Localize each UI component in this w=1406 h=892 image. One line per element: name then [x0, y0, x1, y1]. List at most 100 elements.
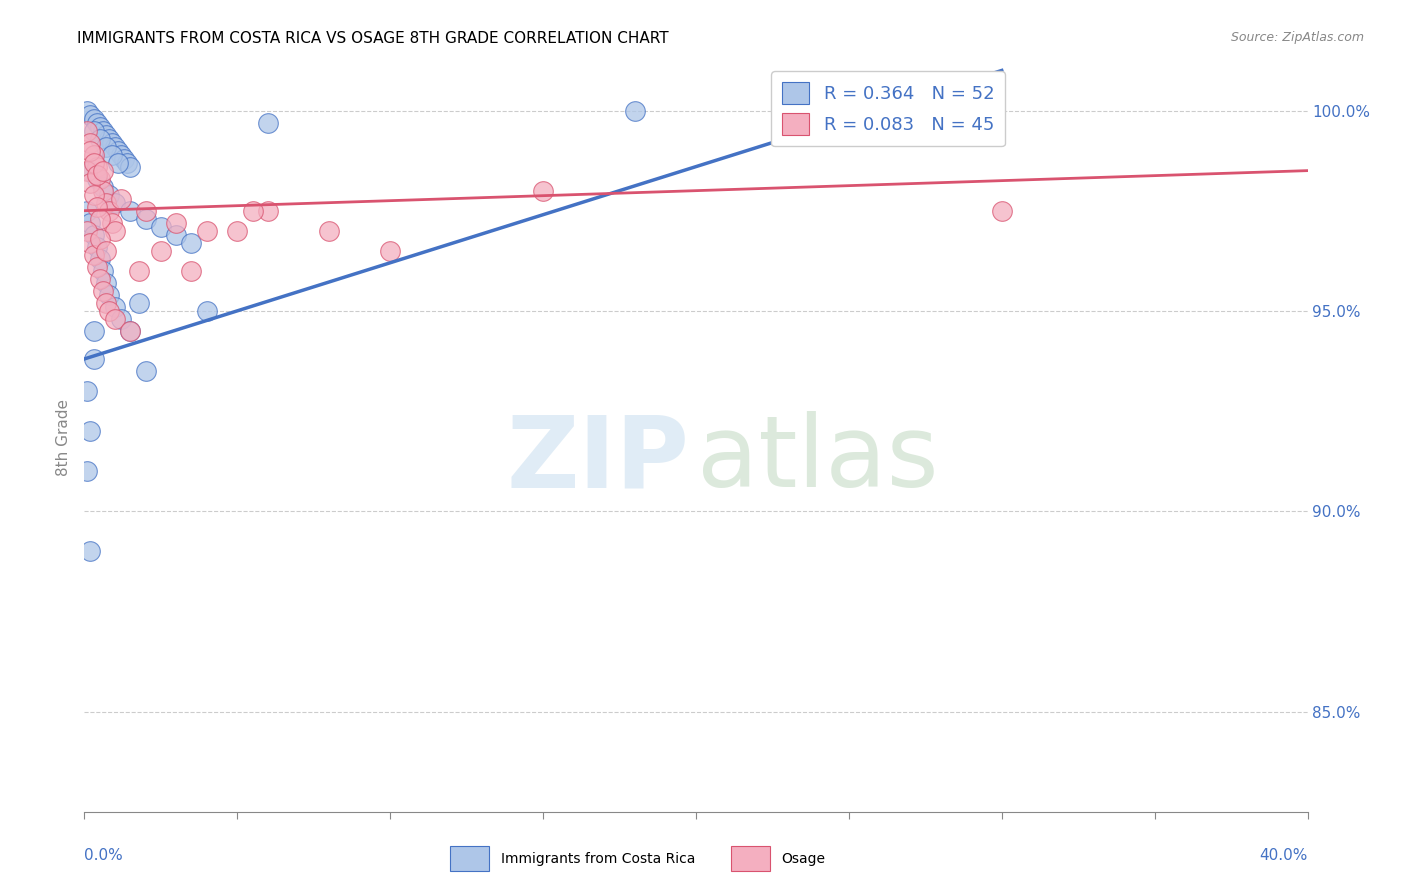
Point	[380, 244, 402, 258]
Point	[101, 136, 124, 150]
Point	[79, 176, 101, 190]
Point	[76, 123, 98, 137]
Point	[128, 264, 150, 278]
Point	[101, 147, 124, 161]
Point	[149, 219, 172, 234]
Text: 40.0%: 40.0%	[1260, 847, 1308, 863]
Point	[79, 544, 101, 558]
Point	[79, 235, 101, 250]
Point	[76, 224, 98, 238]
Text: atlas: atlas	[697, 411, 939, 508]
Point	[195, 304, 218, 318]
Point	[79, 136, 101, 150]
Text: ZIP: ZIP	[506, 411, 689, 508]
Point	[242, 203, 264, 218]
Point	[110, 311, 132, 326]
Point	[104, 224, 127, 238]
Point	[86, 171, 108, 186]
Point	[94, 276, 117, 290]
Bar	[450, 847, 489, 871]
Point	[83, 123, 105, 137]
Point	[83, 112, 105, 126]
Point	[101, 216, 124, 230]
Point	[991, 203, 1014, 218]
Point	[86, 260, 108, 274]
Point	[89, 211, 111, 226]
Point	[120, 324, 142, 338]
Point	[91, 123, 114, 137]
Point	[91, 179, 114, 194]
Point	[195, 224, 218, 238]
Point	[135, 364, 157, 378]
Point	[318, 224, 340, 238]
Y-axis label: 8th Grade: 8th Grade	[56, 399, 72, 475]
Point	[97, 304, 120, 318]
Point	[120, 324, 142, 338]
Point	[91, 163, 114, 178]
Point	[83, 147, 105, 161]
Point	[86, 115, 108, 129]
Point	[91, 264, 114, 278]
Point	[257, 203, 280, 218]
Point	[128, 296, 150, 310]
Point	[180, 235, 202, 250]
Point	[76, 464, 98, 478]
Point	[165, 216, 187, 230]
Point	[79, 107, 101, 121]
Point	[76, 203, 98, 218]
Legend: R = 0.364   N = 52, R = 0.083   N = 45: R = 0.364 N = 52, R = 0.083 N = 45	[770, 71, 1005, 146]
Point	[94, 195, 117, 210]
Point	[83, 227, 105, 242]
Point	[180, 264, 202, 278]
Point	[97, 288, 120, 302]
Point	[135, 203, 157, 218]
Point	[165, 227, 187, 242]
Point	[94, 296, 117, 310]
Point	[86, 240, 108, 254]
Point	[79, 216, 101, 230]
Point	[86, 168, 108, 182]
Point	[104, 195, 127, 210]
Point	[89, 232, 111, 246]
Point	[94, 128, 117, 142]
Point	[97, 187, 120, 202]
Text: IMMIGRANTS FROM COSTA RICA VS OSAGE 8TH GRADE CORRELATION CHART: IMMIGRANTS FROM COSTA RICA VS OSAGE 8TH …	[77, 31, 669, 46]
Point	[107, 155, 129, 169]
Point	[135, 211, 157, 226]
Point	[89, 131, 111, 145]
Point	[89, 120, 111, 134]
Point	[79, 424, 101, 438]
Point	[97, 131, 120, 145]
Text: Immigrants from Costa Rica: Immigrants from Costa Rica	[501, 852, 695, 865]
Point	[110, 147, 132, 161]
Point	[149, 244, 172, 258]
Point	[89, 171, 111, 186]
Bar	[731, 847, 770, 871]
Point	[76, 163, 98, 178]
Point	[624, 103, 647, 118]
Text: 0.0%: 0.0%	[84, 847, 124, 863]
Point	[104, 300, 127, 314]
Point	[83, 351, 105, 366]
Point	[86, 160, 108, 174]
Point	[107, 144, 129, 158]
Point	[83, 248, 105, 262]
Point	[91, 284, 114, 298]
Point	[89, 252, 111, 266]
Point	[531, 184, 554, 198]
Text: Osage: Osage	[782, 852, 825, 865]
Point	[104, 139, 127, 153]
Point	[76, 103, 98, 118]
Point	[110, 192, 132, 206]
Point	[91, 184, 114, 198]
Point	[79, 144, 101, 158]
Point	[257, 115, 280, 129]
Point	[112, 152, 135, 166]
Point	[115, 155, 138, 169]
Point	[79, 163, 101, 178]
Point	[86, 200, 108, 214]
Text: Source: ZipAtlas.com: Source: ZipAtlas.com	[1230, 31, 1364, 45]
Point	[76, 384, 98, 398]
Point	[83, 324, 105, 338]
Point	[97, 203, 120, 218]
